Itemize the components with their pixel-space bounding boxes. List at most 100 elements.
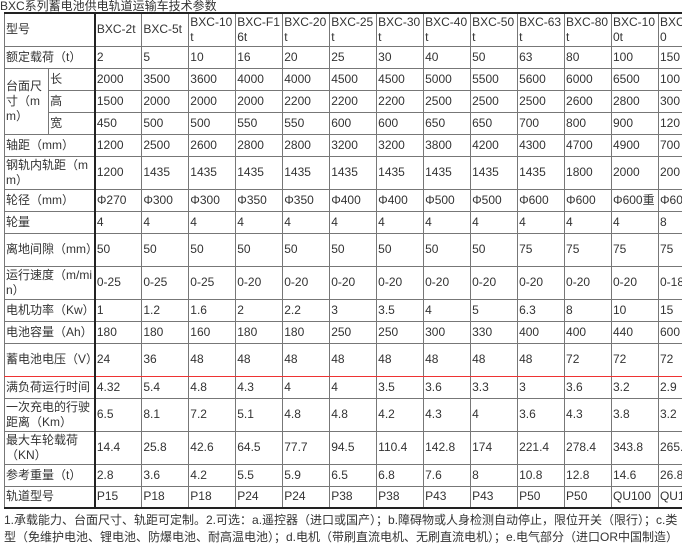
- model-header-cell: BXC-50t: [470, 12, 519, 47]
- value-cell: 4700: [564, 133, 612, 157]
- notes: 1.承载能力、台面尺寸、轨距可定制。2.可选：a.遥控器（进口或国产）；b.障碍…: [4, 513, 679, 544]
- value-cell: 0-20: [376, 265, 425, 300]
- value-cell: 142.8: [423, 430, 472, 465]
- value-cell: 4: [376, 210, 425, 234]
- value-cell: 2600: [188, 133, 237, 157]
- value-cell: 25: [329, 45, 378, 69]
- value-cell: 6.5: [329, 463, 378, 487]
- row-label-cell: 参考重量（t）: [3, 463, 96, 487]
- value-cell: 40: [423, 45, 472, 69]
- value-cell: 2.2: [282, 298, 331, 322]
- value-cell: 5.4: [141, 375, 190, 399]
- value-cell: 24: [94, 342, 143, 377]
- model-header-cell: BXC-80t: [564, 12, 612, 47]
- value-cell: 2000: [235, 89, 284, 113]
- value-cell: 3500: [141, 67, 190, 91]
- model-header-cell: BXC-40t: [423, 12, 472, 47]
- value-cell: 5.5: [235, 463, 284, 487]
- value-cell: Φ400: [376, 188, 425, 212]
- value-cell: 4.32: [94, 375, 143, 399]
- header-label-cell: 型号: [3, 12, 96, 47]
- value-cell: 3.6: [564, 375, 612, 399]
- table-row: 最大车轮载荷（KN） 14.4 25.8 42.6 64.5 77.7 94.5 110.4 1…: [3, 430, 682, 465]
- value-cell: 8.1: [141, 397, 190, 432]
- table-row: 额定载荷（t） 2 5 10 16 20 25 30 40 50 63 80 100 150: [3, 45, 682, 69]
- row-label-cell: 额定载荷（t）: [3, 45, 96, 69]
- model-header-cell: BXC-150: [657, 12, 682, 47]
- table-row: 电池容量（Ah） 180 180 160 180 180 250 250 300 330 400 40…: [3, 320, 682, 344]
- row-label-cell: 电池容量（Ah）: [3, 320, 96, 344]
- value-cell: 600: [329, 111, 378, 135]
- value-cell: 2600: [564, 89, 612, 113]
- value-cell: 77.7: [282, 430, 331, 465]
- table-row: 一次充电的行驶距离（Km） 6.5 8.1 7.2 5.1 4.8 4.8 4.2 4.3 4 3.…: [3, 397, 682, 432]
- value-cell: Φ300: [141, 188, 190, 212]
- row-label-cell: 最大车轮载荷（KN）: [3, 430, 96, 465]
- value-cell: 1: [94, 298, 143, 322]
- value-cell: 50: [188, 232, 237, 267]
- value-cell: 75: [657, 232, 682, 267]
- value-cell: 1435: [235, 155, 284, 190]
- value-cell: 50: [470, 232, 519, 267]
- value-cell: 100: [611, 45, 659, 69]
- row-label-cell: 蓄电池电压（V）: [3, 342, 96, 377]
- value-cell: 10: [188, 45, 237, 69]
- value-cell: 48: [188, 342, 237, 377]
- value-cell: 4.8: [282, 397, 331, 432]
- model-header-cell: BXC-100t: [611, 12, 659, 47]
- value-cell: 550: [282, 111, 331, 135]
- value-cell: 4900: [611, 133, 659, 157]
- value-cell: 30: [376, 45, 425, 69]
- row-label-cell: 轮量: [3, 210, 96, 234]
- value-cell: 6.8: [376, 463, 425, 487]
- value-cell: 50: [423, 232, 472, 267]
- value-cell: 4: [470, 397, 519, 432]
- model-header-cell: BXC-30t: [376, 12, 425, 47]
- value-cell: 72: [657, 342, 682, 377]
- value-cell: 4200: [470, 133, 519, 157]
- value-cell: 5000: [423, 67, 472, 91]
- value-cell: 4: [517, 210, 566, 234]
- value-cell: 4: [329, 210, 378, 234]
- row-label-cell: 电机功率（Kw）: [3, 298, 96, 322]
- value-cell: P38: [376, 485, 425, 509]
- value-cell: 2500: [517, 89, 566, 113]
- value-cell: 50: [235, 232, 284, 267]
- table-row: 运行速度（m/min） 0-25 0-25 0-25 0-20 0-20 0-20 0-20 0…: [3, 265, 682, 300]
- value-cell: 1435: [517, 155, 566, 190]
- value-cell: 50: [94, 232, 143, 267]
- value-cell: 10.8: [517, 463, 566, 487]
- value-cell: 900: [611, 111, 659, 135]
- table-row: 宽 450 500 500 550 550 600 600 650 650 700 800 900 120: [5, 111, 682, 135]
- value-cell: 64.5: [235, 430, 284, 465]
- value-cell: 0-20: [517, 265, 566, 300]
- model-header-cell: BXC-5t: [141, 12, 190, 47]
- value-cell: 180: [235, 320, 284, 344]
- spec-table: 型号 BXC-2t BXC-5t BXC-10t BXC-F16t BXC-20t BXC-…: [3, 12, 682, 509]
- value-cell: 0-20: [611, 265, 659, 300]
- value-cell: 14.6: [611, 463, 659, 487]
- row-label-cell: 轮径（mm）: [3, 188, 96, 212]
- value-cell: 650: [423, 111, 472, 135]
- value-cell: 25.8: [141, 430, 190, 465]
- value-cell: 50: [376, 232, 425, 267]
- value-cell: P24: [282, 485, 331, 509]
- value-cell: 63: [517, 45, 566, 69]
- value-cell: 3.2: [657, 397, 682, 432]
- value-cell: 4.3: [564, 397, 612, 432]
- value-cell: 3.5: [376, 375, 425, 399]
- value-cell: 2800: [235, 133, 284, 157]
- value-cell: 650: [470, 111, 519, 135]
- value-cell: 500: [141, 111, 190, 135]
- value-cell: 75: [611, 232, 659, 267]
- value-cell: 50: [470, 45, 519, 69]
- value-cell: 6.5: [94, 397, 143, 432]
- value-cell: Φ350: [235, 188, 284, 212]
- value-cell: Φ600: [517, 188, 566, 212]
- value-cell: 14.4: [94, 430, 143, 465]
- value-cell: 48: [329, 342, 378, 377]
- value-cell: 72: [564, 342, 612, 377]
- value-cell: 265.: [657, 430, 682, 465]
- value-cell: 94.5: [329, 430, 378, 465]
- value-cell: 48: [423, 342, 472, 377]
